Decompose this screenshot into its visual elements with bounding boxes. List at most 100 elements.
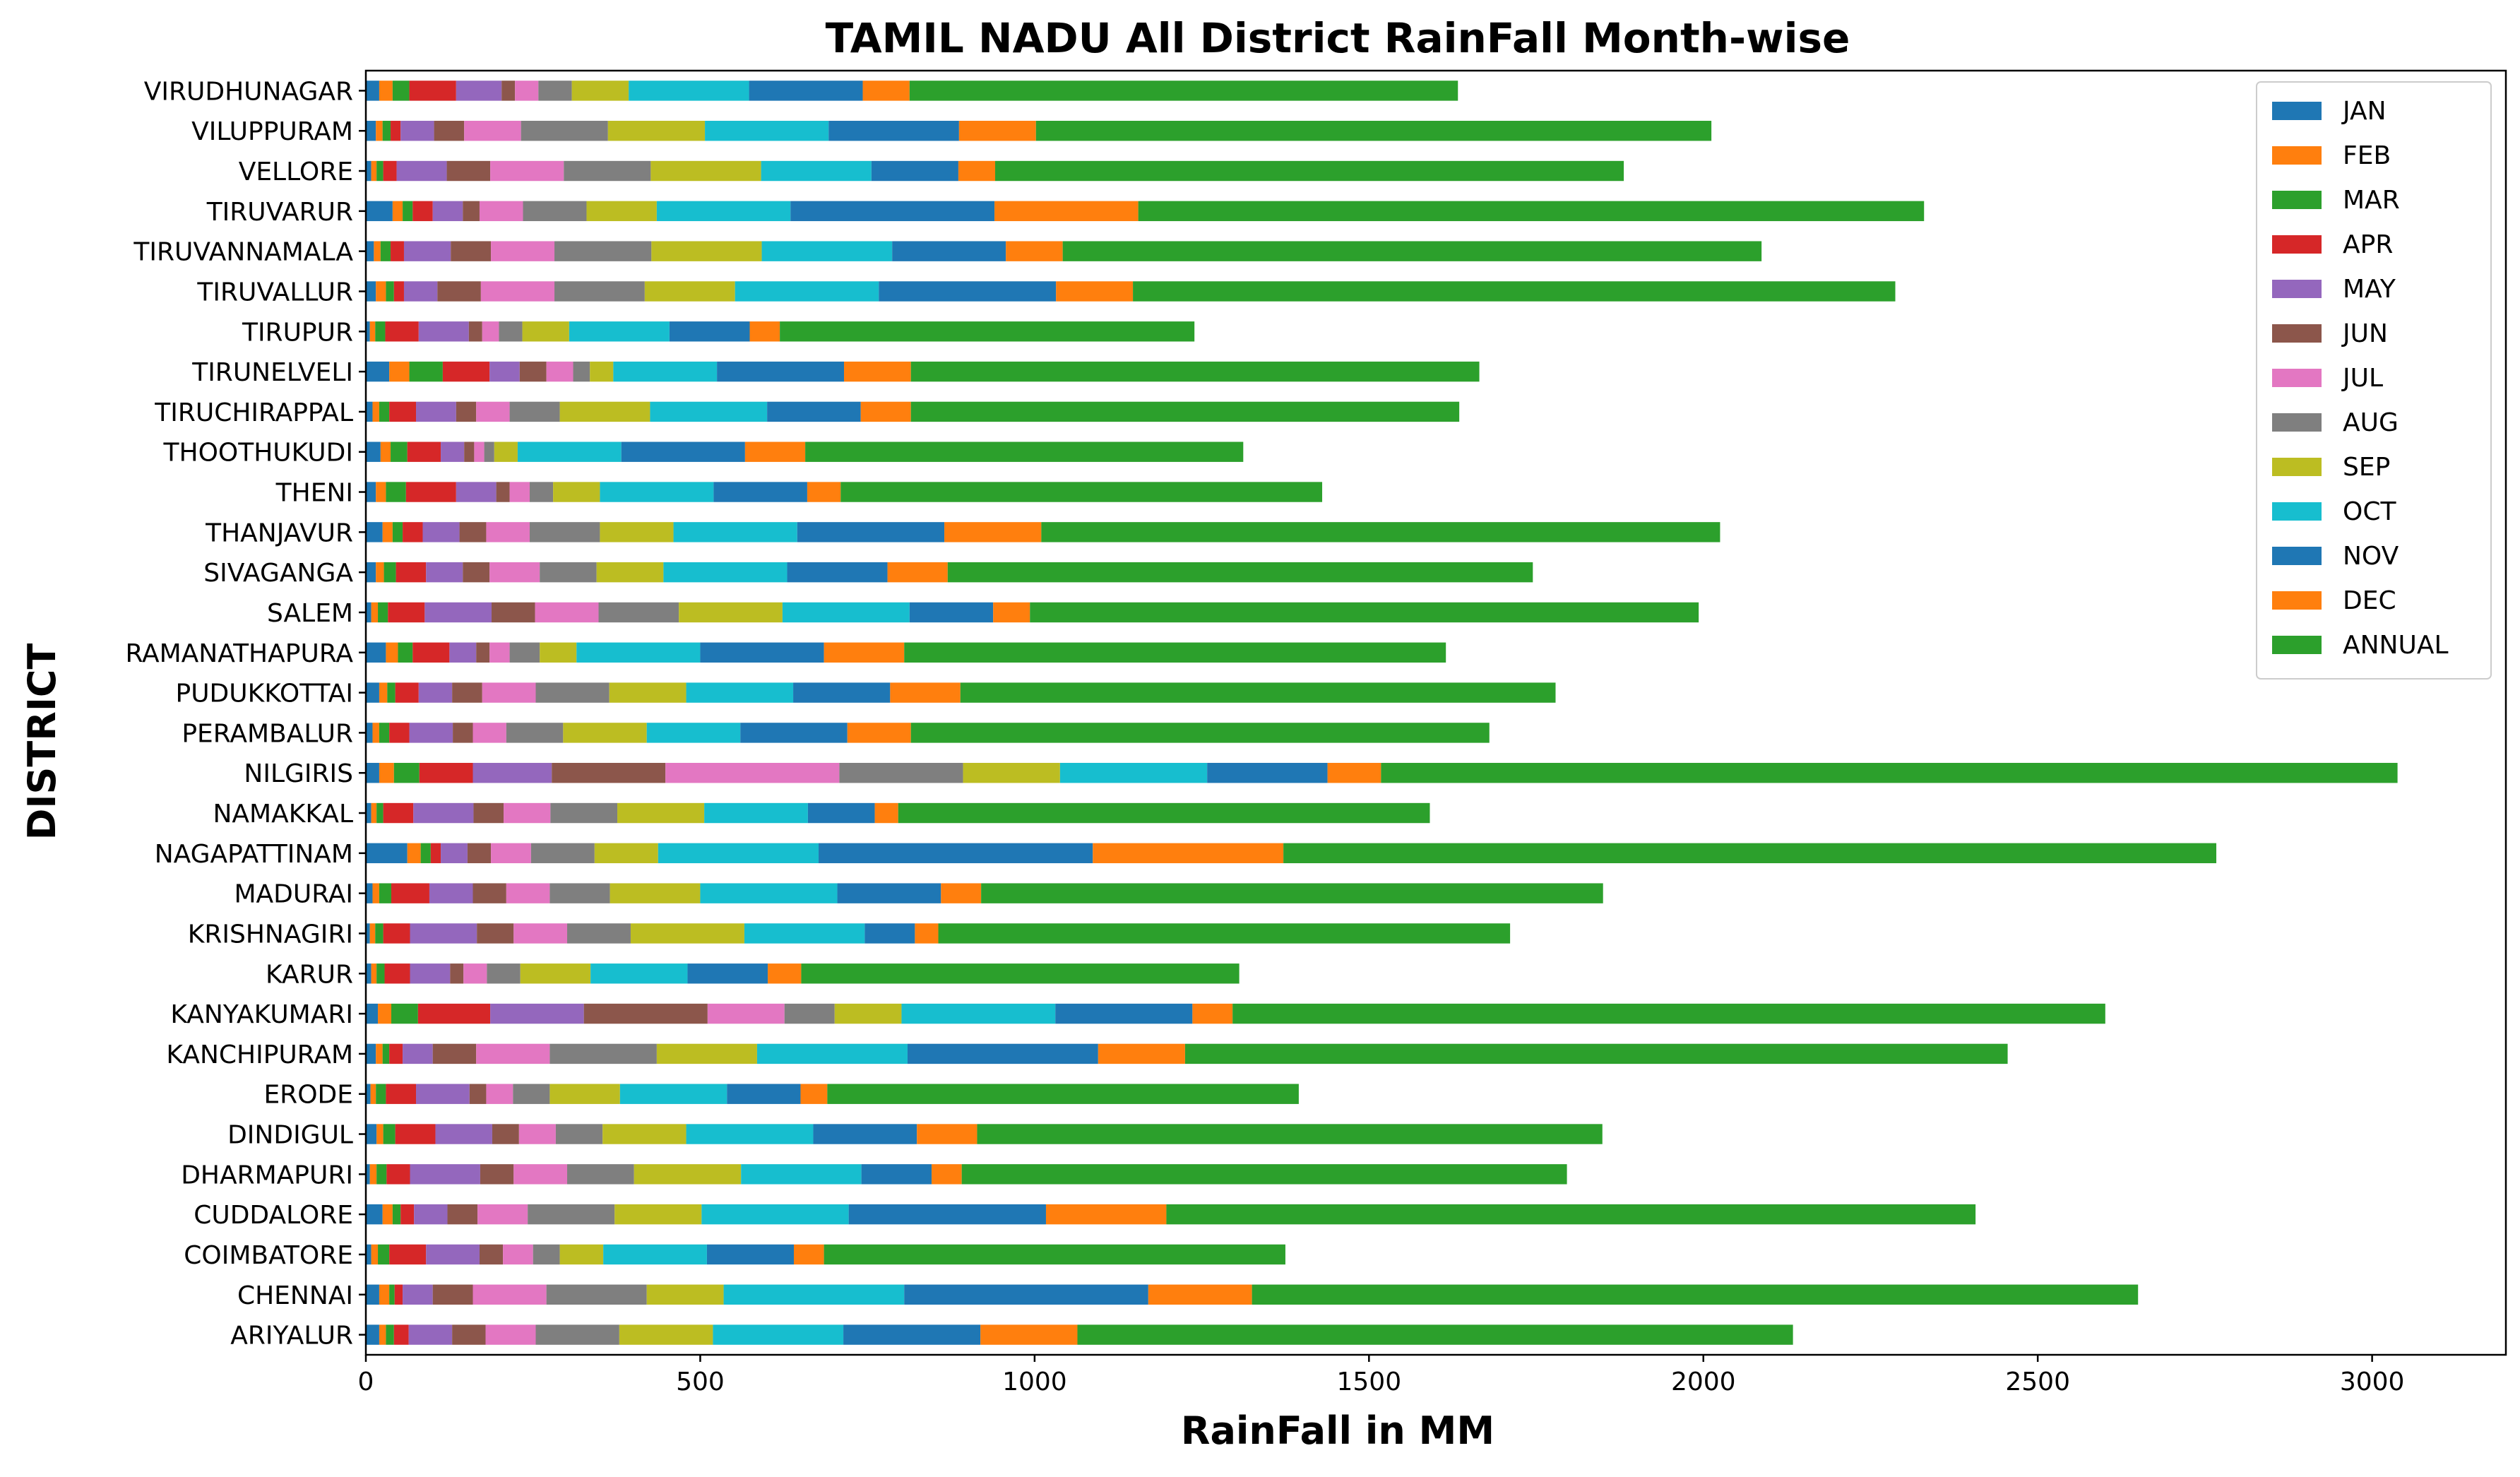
bar-theni-dec [807, 482, 841, 502]
bar-tiruvallur-sep [644, 281, 735, 302]
bar-kanyakumari-apr [417, 1003, 491, 1024]
bar-tiruvannamala-jul [491, 241, 555, 261]
chart-title: TAMIL NADU All District RainFall Month-w… [826, 14, 1850, 62]
bar-thanjavur-may [422, 522, 460, 542]
bar-coimbatore-jul [503, 1244, 533, 1265]
x-tick-label: 500 [676, 1368, 725, 1396]
bar-kanyakumari-aug [784, 1003, 835, 1024]
bar-pudukkottai-sep [609, 682, 687, 703]
bar-cuddalore-feb [382, 1204, 393, 1225]
bars-layer [366, 81, 2398, 1345]
x-ticks-layer: 0 500 1000 1500 2000 2500 3000 [358, 1355, 2405, 1396]
legend-swatch-mar [2272, 191, 2322, 209]
y-tick-label: KRISHNAGIRI [188, 920, 353, 949]
bar-dharmapuri-feb [369, 1164, 377, 1185]
bar-dharmapuri-oct [741, 1164, 862, 1185]
bar-virudhunagar-apr [409, 81, 456, 101]
bar-tiruvannamala-apr [391, 241, 404, 261]
y-tick-label: ARIYALUR [230, 1322, 353, 1351]
bar-cuddalore-aug [528, 1204, 615, 1225]
bar-madurai-jul [506, 883, 550, 903]
bar-erode-sep [549, 1084, 620, 1104]
bar-perambalur-aug [506, 723, 564, 743]
bar-nilgiris-mar [393, 763, 420, 783]
bar-vellore-feb [371, 160, 377, 182]
bar-kanchipuram-jul [476, 1043, 550, 1064]
y-tick-label: NAGAPATTINAM [155, 840, 353, 869]
bar-tirunelveli-annual [910, 361, 1480, 382]
bar-dindigul-apr [395, 1124, 436, 1144]
bar-krishnagiri-may [410, 923, 477, 944]
bar-cuddalore-mar [392, 1204, 401, 1225]
bar-krishnagiri-nov [864, 923, 915, 944]
bar-tiruchirappal-aug [509, 401, 560, 422]
bar-nilgiris-may [472, 763, 552, 783]
y-tick-label: KANYAKUMARI [170, 1000, 353, 1029]
bar-chennai-aug [546, 1284, 647, 1305]
bar-thanjavur-jun [459, 522, 487, 542]
bar-dharmapuri-apr [386, 1164, 410, 1185]
bar-salem-jan [366, 602, 372, 623]
bar-sivaganga-annual [947, 562, 1533, 583]
legend-swatch-feb [2272, 146, 2322, 165]
bar-karur-apr [384, 963, 410, 984]
y-tick-label: CHENNAI [237, 1281, 353, 1310]
bar-pudukkottai-jul [482, 682, 536, 703]
bar-tiruvallur-feb [376, 281, 386, 302]
y-tick-label: TIRUVALLUR [196, 278, 353, 307]
bar-madurai-may [429, 883, 473, 903]
bar-namakkal-jan [366, 802, 372, 824]
bar-krishnagiri-mar [375, 923, 384, 944]
bar-kanyakumari-may [490, 1003, 584, 1024]
bar-viluppuram-apr [391, 121, 401, 141]
bar-sivaganga-oct [663, 562, 788, 583]
bar-nagapattinam-apr [430, 843, 441, 864]
bar-thoothukudi-jan [366, 441, 381, 462]
bar-sivaganga-jun [463, 562, 490, 583]
x-tick-label: 3000 [2340, 1368, 2405, 1396]
bar-nilgiris-jan [366, 763, 379, 783]
bar-tirupur-nov [669, 321, 750, 342]
bar-madurai-dec [941, 883, 982, 903]
bar-dindigul-may [435, 1124, 492, 1144]
legend-label-mar: MAR [2343, 186, 2400, 215]
bar-theni-aug [529, 482, 554, 502]
bar-perambalur-nov [740, 723, 848, 743]
legend: JAN FEB MAR APR MAY JUN JUL AUG SEP OCT NOV DEC ANNU… [2256, 81, 2492, 680]
bar-erode-annual [827, 1084, 1299, 1104]
legend-swatch-dec [2272, 591, 2322, 610]
bar-perambalur-dec [847, 723, 911, 743]
bar-vellore-nov [871, 160, 958, 182]
bar-salem-oct [782, 602, 910, 623]
bar-salem-annual [1030, 602, 1699, 623]
bar-namakkal-annual [898, 802, 1430, 824]
bar-nagapattinam-jan [366, 843, 408, 864]
bar-kanchipuram-may [403, 1043, 433, 1064]
bar-madurai-jun [472, 883, 506, 903]
bar-tiruchirappal-feb [372, 401, 379, 422]
bar-ariyalur-oct [713, 1324, 844, 1345]
y-tick-label: THENI [275, 479, 353, 508]
bar-virudhunagar-jan [366, 81, 379, 101]
bar-tirupur-apr [385, 321, 419, 342]
bar-chennai-jun [432, 1284, 473, 1305]
bar-ramanathapura-feb [386, 642, 398, 663]
bar-nilgiris-dec [1327, 763, 1381, 783]
bar-namakkal-jul [504, 802, 551, 824]
bar-kanyakumari-feb [378, 1003, 391, 1024]
bar-kanchipuram-nov [907, 1043, 1098, 1064]
bar-madurai-apr [391, 883, 429, 903]
bar-perambalur-apr [389, 723, 410, 743]
bar-ariyalur-jun [452, 1324, 486, 1345]
bar-thanjavur-sep [600, 522, 674, 542]
bar-tirupur-jul [482, 321, 499, 342]
bar-krishnagiri-aug [567, 923, 631, 944]
bar-chennai-feb [379, 1284, 390, 1305]
bar-dharmapuri-mar [376, 1164, 387, 1185]
bar-cuddalore-dec [1045, 1204, 1167, 1225]
bar-madurai-oct [700, 883, 838, 903]
bar-pudukkottai-aug [535, 682, 610, 703]
bar-tirunelveli-apr [442, 361, 490, 382]
bar-erode-jun [469, 1084, 487, 1104]
bar-ariyalur-mar [386, 1324, 394, 1345]
